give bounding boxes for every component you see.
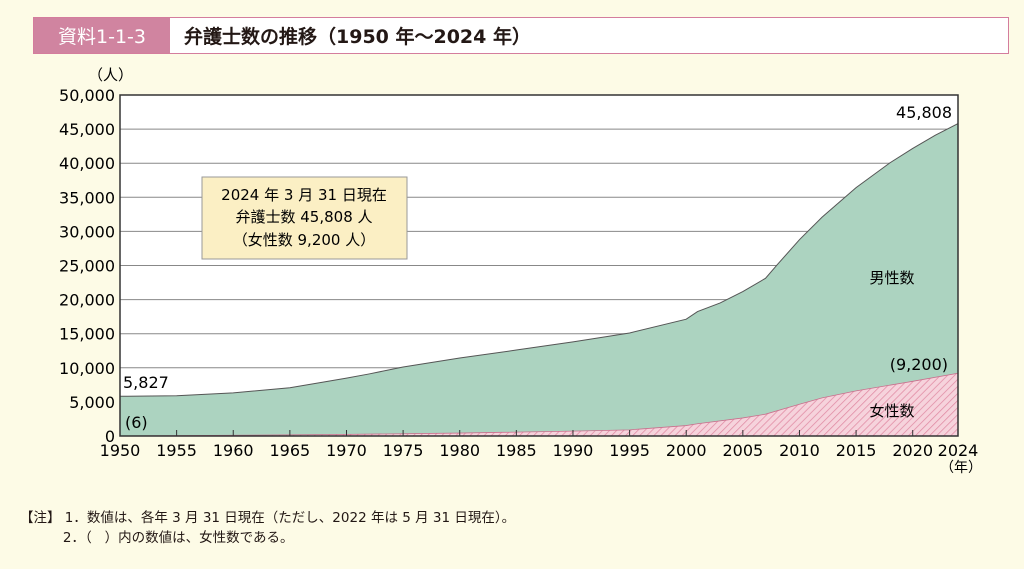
x-tick-label: 2015 xyxy=(836,441,877,460)
men-area xyxy=(119,122,959,437)
x-tick-label: 1980 xyxy=(439,441,480,460)
y-axis-label: （人） xyxy=(88,66,133,84)
x-tick-label: 1970 xyxy=(326,441,367,460)
x-tick-label: 2024 xyxy=(938,441,979,460)
notes: 【注】 1．数値は、各年 3 月 31 日現在（ただし、2022 年は 5 月 … xyxy=(20,508,515,548)
y-tick-label: 5,000 xyxy=(69,393,115,412)
y-tick-label: 40,000 xyxy=(59,154,115,173)
info-line: （女性数 9,200 人） xyxy=(233,231,375,249)
info-line: 2024 年 3 月 31 日現在 xyxy=(221,186,387,204)
y-tick-label: 35,000 xyxy=(59,188,115,207)
y-tick-label: 15,000 xyxy=(59,325,115,344)
series-label-women: 女性数 xyxy=(869,402,914,420)
x-tick-label: 1965 xyxy=(270,441,311,460)
y-tick-label: 50,000 xyxy=(59,86,115,105)
figure-title-bar: 資料1-1-3 弁護士数の推移（1950 年〜2024 年） xyxy=(33,17,1009,54)
start-women-label: (6) xyxy=(125,413,148,432)
end-total-label: 45,808 xyxy=(896,103,952,122)
start-total-label: 5,827 xyxy=(123,373,169,392)
plot-border xyxy=(119,94,959,437)
x-tick-label: 1990 xyxy=(553,441,594,460)
y-tick-label: 10,000 xyxy=(59,359,115,378)
note-2: 2．（ ）内の数値は、女性数である。 xyxy=(20,530,294,546)
x-tick-label: 1950 xyxy=(100,441,141,460)
y-tick-label: 0 xyxy=(105,427,115,446)
y-tick-label: 30,000 xyxy=(59,222,115,241)
note-1: 【注】 1．数値は、各年 3 月 31 日現在（ただし、2022 年は 5 月 … xyxy=(20,510,516,526)
end-women-label: (9,200) xyxy=(890,355,948,374)
info-box: 2024 年 3 月 31 日現在 弁護士数 45,808 人 （女性数 9,2… xyxy=(201,176,408,260)
x-tick-label: 1985 xyxy=(496,441,537,460)
x-axis-label: （年） xyxy=(940,460,982,476)
figure-number: 資料1-1-3 xyxy=(34,18,170,53)
series-label-men: 男性数 xyxy=(869,269,914,287)
y-tick-label: 25,000 xyxy=(59,257,115,276)
y-tick-label: 45,000 xyxy=(59,120,115,139)
x-tick-label: 1995 xyxy=(609,441,650,460)
x-tick-label: 2020 xyxy=(892,441,933,460)
women-area xyxy=(119,372,959,437)
x-tick-label: 1955 xyxy=(156,441,197,460)
x-tick-label: 2000 xyxy=(666,441,707,460)
figure-title: 弁護士数の推移（1950 年〜2024 年） xyxy=(184,26,531,48)
x-tick-label: 1960 xyxy=(213,441,254,460)
info-line: 弁護士数 45,808 人 xyxy=(235,208,372,226)
x-tick-label: 1975 xyxy=(383,441,424,460)
x-tick-label: 2005 xyxy=(722,441,763,460)
y-tick-label: 20,000 xyxy=(59,291,115,310)
x-tick-label: 2010 xyxy=(779,441,820,460)
